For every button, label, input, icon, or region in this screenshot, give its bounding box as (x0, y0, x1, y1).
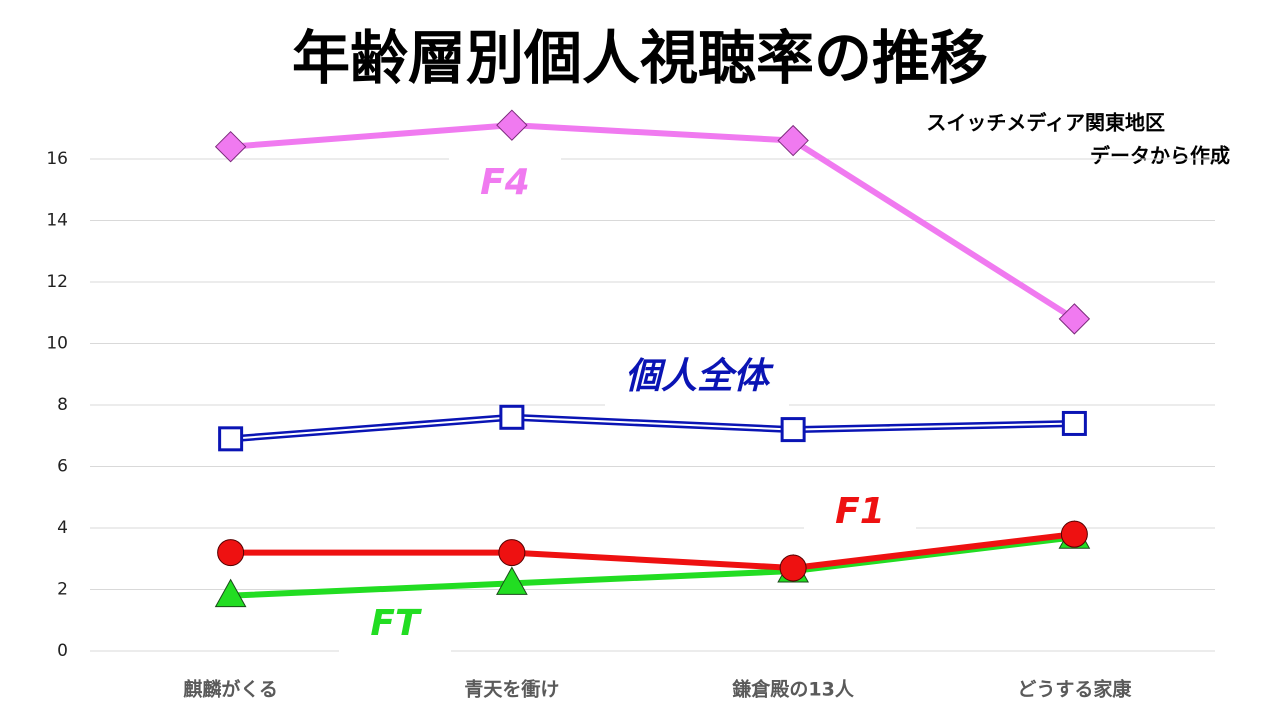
series-line (230, 122, 1076, 322)
y-tick-label: 10 (46, 334, 68, 354)
marker (1061, 410, 1087, 436)
series-line (230, 413, 1075, 443)
marker (214, 578, 247, 608)
marker (218, 426, 244, 452)
marker (499, 404, 525, 430)
marker (498, 539, 526, 567)
marker (1058, 303, 1091, 335)
series-line (230, 534, 1075, 599)
x-tick-label: どうする家康 (1017, 678, 1132, 701)
y-tick-label: 16 (46, 149, 68, 169)
series-label: F1 (835, 491, 885, 532)
label-bg (339, 597, 451, 653)
marker (217, 539, 245, 567)
series-label: 個人全体 (625, 356, 774, 397)
x-tick-label: 麒麟がくる (183, 678, 278, 701)
x-tick-label: 鎌倉殿の13人 (732, 678, 854, 701)
series-label: F4 (480, 162, 530, 203)
y-tick-label: 6 (57, 457, 68, 477)
marker (496, 566, 528, 595)
y-tick-label: 12 (46, 272, 68, 292)
marker (779, 554, 807, 582)
marker (1060, 520, 1088, 548)
marker (777, 124, 809, 157)
chart-title: 年齢層別個人視聴率の推移 (292, 24, 988, 92)
label-bg (804, 485, 916, 541)
label-bg (605, 350, 789, 406)
series-line-inner (230, 416, 1075, 440)
source-note: スイッチメディア関東地区 (926, 111, 1165, 135)
y-tick-label: 4 (57, 518, 68, 538)
y-tick-label: 2 (57, 580, 68, 600)
marker (780, 417, 806, 443)
y-tick-label: 14 (46, 211, 68, 231)
y-tick-label: 8 (57, 395, 68, 415)
y-tick-label: 0 (57, 641, 68, 661)
series-line (230, 531, 1075, 571)
marker (496, 109, 528, 141)
marker (214, 130, 247, 163)
series-label: FT (370, 603, 422, 644)
x-tick-label: 青天を衝け (464, 678, 559, 701)
source-note: データから作成 (1090, 144, 1230, 168)
label-bg (449, 156, 561, 212)
